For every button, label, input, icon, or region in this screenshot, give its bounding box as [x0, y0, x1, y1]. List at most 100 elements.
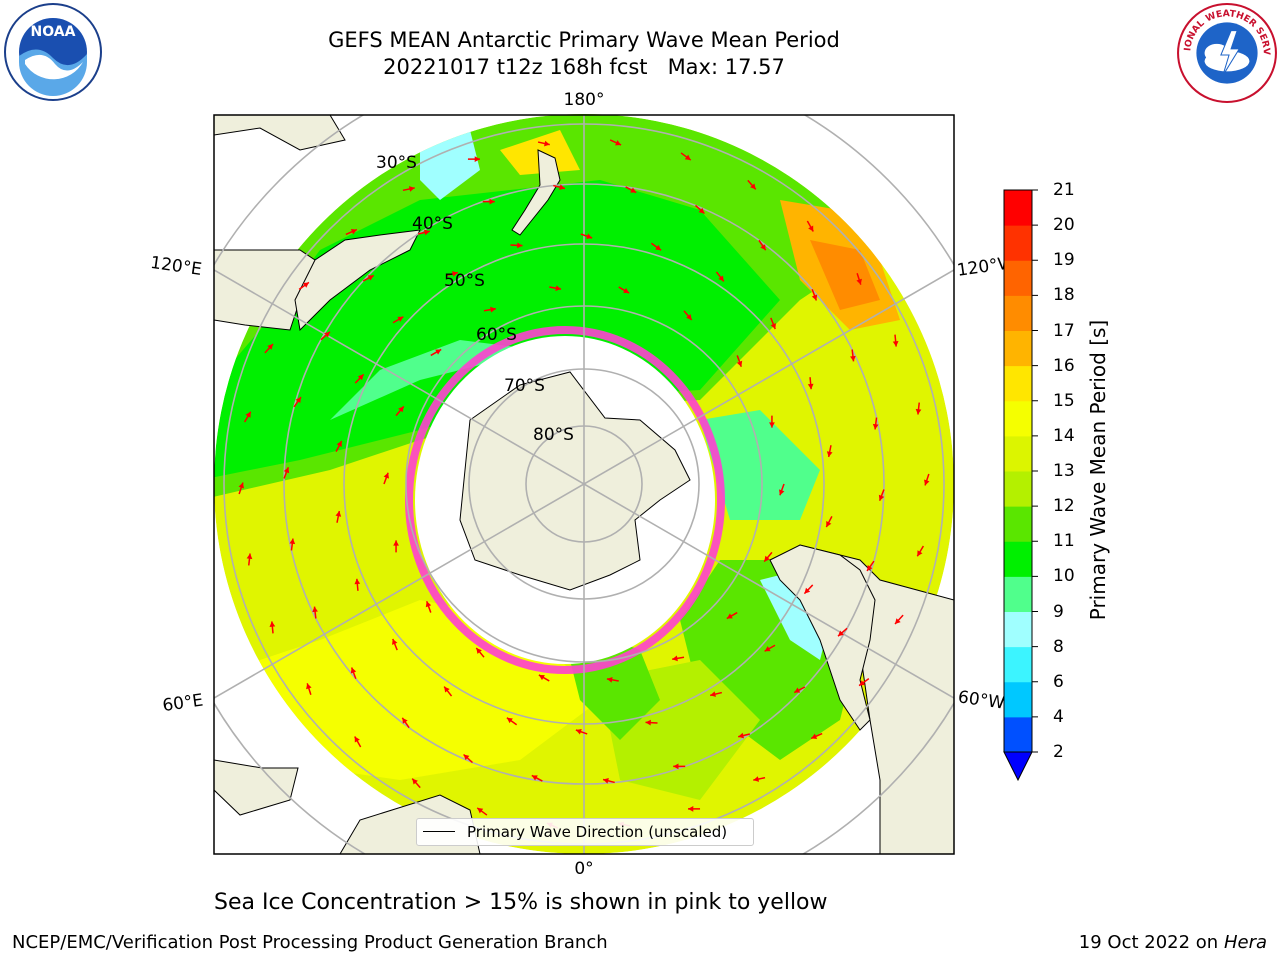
- wave-arrow-head: [490, 306, 496, 313]
- wave-arrow-head: [357, 374, 364, 381]
- sea-ice-note: Sea Ice Concentration > 15% is shown in …: [214, 890, 828, 915]
- wave-arrow-head: [245, 411, 251, 418]
- colorbar-tick-label: 4: [1053, 706, 1064, 727]
- wave-arrow-head: [425, 601, 432, 608]
- wave-arrow-head: [778, 489, 785, 496]
- wave-arrow-head: [698, 207, 705, 214]
- wave-arrow-head: [392, 638, 398, 645]
- wave-arrow-head: [393, 540, 399, 546]
- wave-arrow-head: [586, 233, 593, 239]
- wave-arrow-head: [335, 510, 342, 517]
- chart-title: GEFS MEAN Antarctic Primary Wave Mean Pe…: [328, 28, 840, 52]
- colorbar-extend-triangle: [1003, 751, 1033, 782]
- wave-arrow-head: [623, 287, 630, 294]
- colorbar-segment: [1004, 576, 1032, 612]
- colorbar-tick-label: 13: [1053, 461, 1075, 481]
- wave-arrow-head: [397, 316, 404, 322]
- graticule: [214, 115, 954, 854]
- colorbar-tick-label: 10: [1053, 566, 1075, 587]
- wave-arrow-head: [506, 717, 513, 724]
- lon-label-120e: 120°E: [149, 253, 203, 280]
- colorbar-tick-label: 21: [1053, 180, 1075, 200]
- colorbar-tick-label: 18: [1053, 285, 1075, 306]
- wave-arrow-head: [808, 225, 814, 232]
- colorbar-segment: [1004, 295, 1032, 331]
- wave-arrow-head: [476, 648, 482, 654]
- colorbar: [1003, 189, 1038, 782]
- noaa-logo: NOAA: [4, 3, 102, 101]
- wave-arrow-head: [764, 646, 771, 652]
- wave-arrow-head: [269, 621, 276, 627]
- wave-arrow-head: [452, 271, 458, 277]
- footer-credit: NCEP/EMC/Verification Post Processing Pr…: [12, 932, 608, 953]
- colorbar-tick-label: 6: [1053, 671, 1064, 692]
- colorbar-tick-label: 14: [1053, 425, 1075, 446]
- footer-date: 19 Oct 2022 on Hera: [1079, 932, 1267, 953]
- colorbar-segment: [1004, 681, 1032, 718]
- wave-arrow-head: [424, 229, 430, 236]
- colorbar-segment: [1004, 435, 1032, 472]
- wave-arrow-head: [770, 323, 776, 330]
- wave-arrow-head: [603, 777, 609, 784]
- wave-arrow-head: [710, 691, 716, 697]
- footer-date-text: 19 Oct 2022 on: [1078, 932, 1224, 953]
- wave-arrow-head: [289, 538, 296, 545]
- wave-arrow-head: [924, 479, 930, 486]
- colorbar-segment: [1004, 716, 1032, 753]
- wave-arrow-head: [531, 775, 538, 781]
- wave-arrow-head: [673, 763, 679, 770]
- legend-line-icon: [423, 831, 455, 832]
- wave-arrow-head: [769, 422, 775, 428]
- map-frame: [213, 114, 955, 855]
- colorbar-segment: [1004, 330, 1032, 367]
- lat-label-50s: 50°S: [444, 271, 485, 291]
- wave-arrow-head: [408, 186, 415, 192]
- wave-arrow-head: [354, 736, 360, 743]
- wave-arrow-head: [753, 776, 760, 782]
- wave-arrow-head: [575, 729, 582, 735]
- wave-arrow-head: [867, 564, 873, 571]
- chart-subtitle: 20221017 t12z 168h fcst Max: 17.57: [383, 55, 785, 79]
- wave-direction-arrows: [238, 139, 930, 829]
- wave-arrow-head: [736, 360, 743, 367]
- wave-arrow-head: [684, 154, 691, 161]
- wave-arrow-head: [354, 578, 361, 585]
- wave-arrow-head: [474, 156, 480, 163]
- svg-text:NOAA: NOAA: [31, 24, 76, 40]
- outer-land-overlay: [214, 115, 954, 854]
- lon-label-60e: 60°E: [161, 691, 204, 716]
- colorbar-tick-label: 19: [1053, 250, 1075, 271]
- wave-arrow-head: [350, 667, 357, 674]
- wave-arrow-head: [856, 278, 862, 285]
- wave-arrow-head: [367, 275, 374, 281]
- colorbar-tick-label: 20: [1053, 215, 1075, 236]
- wave-arrow-head: [463, 754, 470, 761]
- sea-ice-edge: [405, 326, 725, 674]
- footer-machine: Hera: [1223, 932, 1267, 953]
- wave-arrow-head: [718, 275, 724, 282]
- wave-arrow-head: [283, 467, 290, 474]
- colorbar-tick-label: 16: [1053, 355, 1075, 376]
- lat-label-70s: 70°S: [504, 376, 545, 396]
- wave-arrow-head: [538, 674, 545, 681]
- colorbar-segment: [1004, 225, 1032, 261]
- wave-arrow-head: [267, 343, 273, 350]
- wave-arrow-head: [859, 680, 866, 686]
- wave-arrow-head: [826, 521, 832, 528]
- wave-arrow-head: [645, 719, 651, 726]
- wave-arrow-head: [915, 408, 922, 415]
- wave-arrow-head: [850, 355, 856, 362]
- wave-arrow-head: [807, 383, 814, 390]
- colorbar-segment: [1004, 365, 1032, 402]
- wave-arrow-head: [672, 655, 678, 662]
- wave-arrow-head: [383, 472, 390, 479]
- wave-arrow-head: [324, 331, 330, 338]
- colorbar-tick-label: 9: [1053, 601, 1064, 622]
- nws-logo: NATIONAL WEATHER SERVICE: [1176, 2, 1277, 103]
- wave-arrow-head: [764, 555, 770, 562]
- wave-arrow-head: [826, 451, 833, 458]
- lat-label-60s: 60°S: [476, 325, 517, 345]
- wave-arrow-head: [872, 423, 879, 430]
- lat-label-40s: 40°S: [412, 214, 453, 234]
